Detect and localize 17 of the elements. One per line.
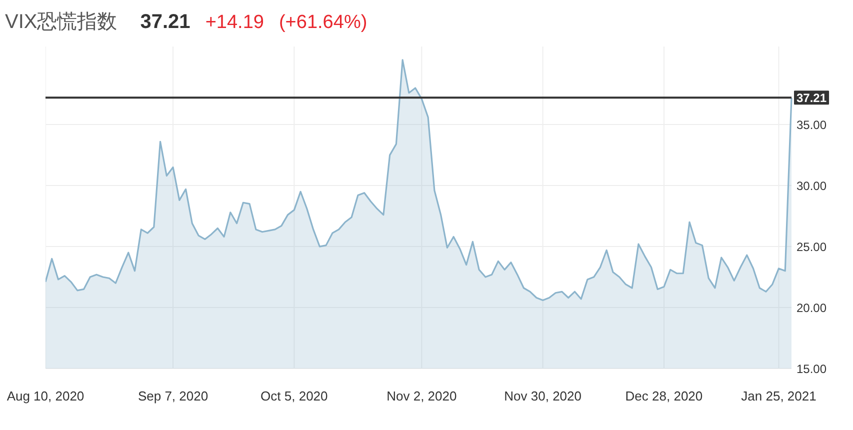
x-tick-label: Nov 2, 2020: [386, 388, 457, 404]
x-tick-label: Jan 25, 2021: [741, 388, 816, 404]
x-tick-label: Sep 7, 2020: [138, 388, 208, 404]
x-tick-label: Aug 10, 2020: [6, 388, 84, 404]
chart-title: VIX恐慌指数: [5, 10, 118, 34]
y-tick-label: 25.00: [796, 240, 827, 254]
y-tick-label: 20.00: [796, 301, 827, 316]
text: (+61.64%): [278, 11, 368, 35]
y-tick-label: 35.00: [796, 118, 827, 132]
x-tick-label: Nov 30, 2020: [504, 388, 582, 404]
x-tick-label: Oct 5, 2020: [260, 388, 328, 404]
text: +14.19: [205, 11, 264, 35]
y-tick-label: 30.00: [796, 179, 827, 194]
y-tick-label: 15.00: [796, 362, 827, 376]
x-tick-label: Dec 28, 2020: [625, 388, 703, 404]
ref-line-label: 37.21: [796, 91, 827, 106]
text: 37.21: [140, 10, 190, 34]
